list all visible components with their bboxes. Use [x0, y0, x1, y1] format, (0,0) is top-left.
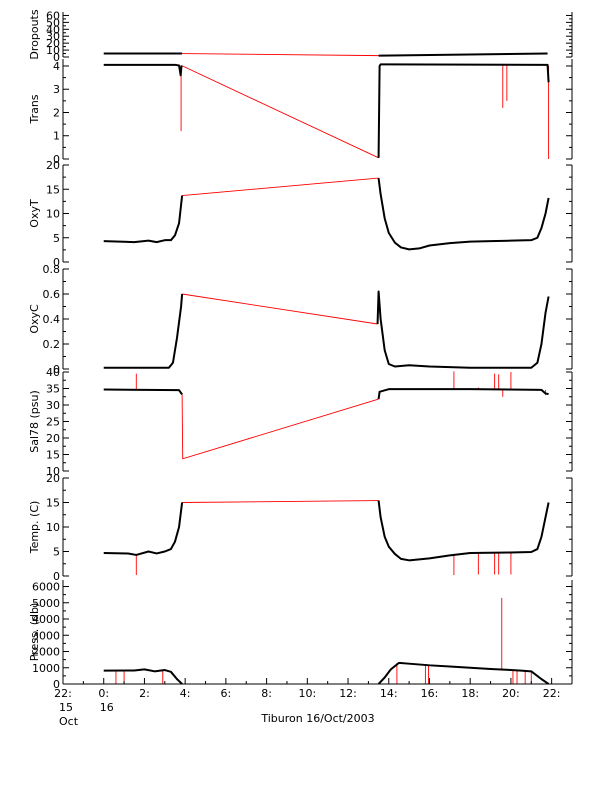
y-tick-label: 3000 [32, 629, 60, 642]
data-series-segment [377, 661, 550, 685]
panel-5: 0 5 10 15 20 Temp. (C) [28, 472, 573, 583]
x-tick-label: 2: [139, 687, 150, 700]
y-axis-label: OxyT [28, 199, 41, 228]
x-tick-label: 22: [543, 687, 561, 700]
y-tick-label: 15 [46, 183, 60, 196]
y-tick-label: 10 [46, 208, 60, 221]
y-tick-label: 30 [46, 30, 60, 43]
y-tick-label: 0 [53, 256, 60, 269]
y-tick-label: 10 [46, 465, 60, 478]
data-series-segment [103, 195, 184, 244]
x-tick-label: 16 [100, 701, 114, 714]
x-tick-label: 8: [261, 687, 272, 700]
x-tick-label: 0: [98, 687, 109, 700]
y-axis-label: Dropouts [28, 9, 41, 59]
y-tick-label: 15 [46, 449, 60, 462]
x-tick-label: 14: [380, 687, 398, 700]
y-tick-label: 25 [46, 416, 60, 429]
data-series-segment [103, 63, 183, 77]
y-tick-label: 4 [53, 60, 60, 73]
data-series-segment [103, 293, 184, 369]
panel-4: 10 15 20 25 30 35 40 Sal78 (psu) [28, 366, 573, 478]
y-tick-label: 0.4 [43, 313, 61, 326]
chart-panels: 0102030405060Dropouts01234Trans05101520O… [28, 9, 573, 691]
y-tick-label: 50 [46, 16, 60, 29]
y-tick-label: 30 [46, 399, 60, 412]
data-series-segment [378, 52, 548, 57]
x-tick-label: 20: [502, 687, 520, 700]
x-tick-label: 22: [54, 687, 72, 700]
y-tick-label: 0.6 [43, 288, 61, 301]
x-tick-label: 6: [221, 687, 232, 700]
data-series-segment [103, 502, 184, 556]
y-tick-label: 20 [46, 159, 60, 172]
data-series-segment [377, 63, 550, 158]
data-series-segment [377, 177, 550, 251]
y-tick-label: 20 [46, 432, 60, 445]
y-tick-label: 20 [46, 37, 60, 50]
y-tick-label: 40 [46, 23, 60, 36]
data-series-segment [376, 290, 550, 369]
y-tick-label: 0 [53, 51, 60, 64]
data-series-segment [103, 668, 183, 685]
y-axis-label: Temp. (C) [28, 501, 41, 555]
x-tick-label: 4: [180, 687, 191, 700]
data-series-segment [377, 500, 550, 562]
panel-3: 0 0.2 0.4 0.6 0.8 OxyC [28, 263, 573, 376]
y-tick-label: 0 [53, 678, 60, 691]
y-tick-label: 5 [53, 546, 60, 559]
y-tick-label: 20 [46, 472, 60, 485]
data-series-segment [377, 388, 549, 400]
y-axis-label: Trans [28, 94, 41, 124]
y-tick-label: 5 [53, 232, 60, 245]
y-tick-label: 5000 [32, 597, 60, 610]
y-tick-label: 35 [46, 383, 60, 396]
gap-interpolation-line [182, 500, 379, 503]
y-tick-label: 0.8 [43, 263, 61, 276]
panel-6: 0 1000 2000 3000 4000 5000 6000 Press. (db) [28, 580, 573, 691]
gap-interpolation-line [182, 53, 379, 57]
y-axis-label: Press. (db) [28, 603, 41, 662]
y-tick-label: 15 [46, 497, 60, 510]
y-tick-label: 1 [53, 130, 60, 143]
y-tick-label: 0 [53, 363, 60, 376]
x-tick-label: 18: [461, 687, 479, 700]
y-tick-label: 0 [53, 570, 60, 583]
y-tick-label: 6000 [32, 581, 60, 594]
x-tick-label: 15 [59, 701, 73, 714]
panel-2: 0 5 10 15 20 OxyT [28, 159, 573, 269]
y-tick-label: 10 [46, 521, 60, 534]
y-tick-label: 1000 [32, 662, 60, 675]
y-tick-label: 40 [46, 366, 60, 379]
y-axis-label: OxyC [28, 304, 41, 334]
y-tick-label: 0.2 [43, 338, 61, 351]
data-series-segment [103, 388, 183, 396]
x-tick-label: 10: [298, 687, 316, 700]
x-tick-label: 12: [339, 687, 357, 700]
gap-interpolation-line [181, 65, 379, 159]
y-tick-label: 60 [46, 9, 60, 22]
x-tick-label: 16: [421, 687, 439, 700]
y-tick-label: 0 [53, 153, 60, 166]
y-tick-label: 10 [46, 44, 60, 57]
chart-caption: Tiburon 16/Oct/2003 [260, 712, 374, 725]
gap-interpolation-line [182, 177, 379, 197]
y-tick-label: 3 [53, 83, 60, 96]
y-tick-label: 2 [53, 106, 60, 119]
y-axis-label: Sal78 (psu) [28, 390, 41, 453]
y-tick-label: 4000 [32, 613, 60, 626]
gap-interpolation-line [182, 293, 378, 325]
panel-1: 0 1 2 3 4 Trans [28, 59, 573, 166]
y-tick-label: 2000 [32, 646, 60, 659]
gap-interpolation-line [181, 394, 379, 460]
x-tick-label: Oct [59, 715, 79, 728]
